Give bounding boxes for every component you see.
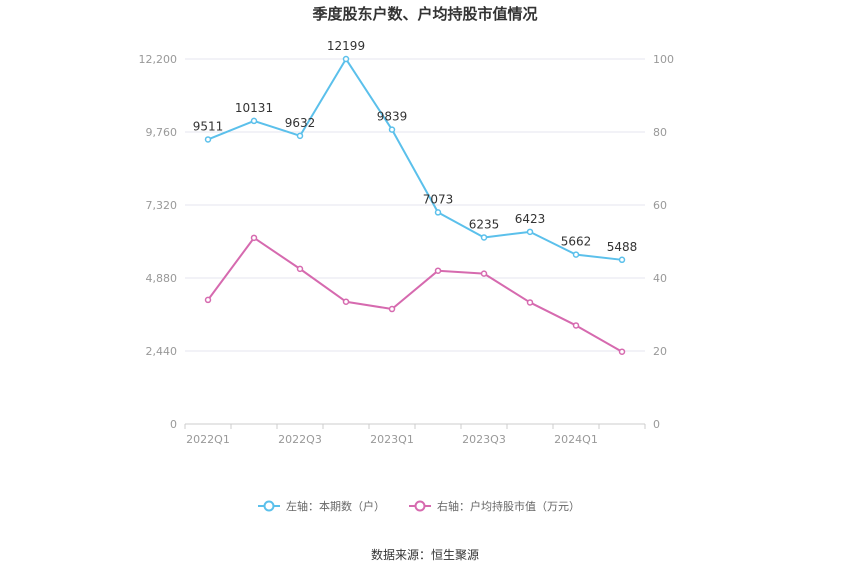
data-point (572, 251, 580, 258)
data-label: 12199 (327, 39, 365, 53)
right-tick-label: 40 (653, 272, 667, 285)
data-point (526, 299, 534, 306)
data-label: 7073 (423, 192, 454, 206)
data-label: 10131 (235, 101, 273, 115)
x-axis-ticks: 2022Q1 2022Q3 2023Q1 2023Q3 2024Q1 (184, 424, 646, 446)
left-tick-label: 9,760 (146, 126, 178, 139)
legend-label: 左轴：本期数（户） (286, 499, 385, 513)
legend-label: 右轴：户均持股市值（万元） (437, 499, 580, 513)
right-tick-label: 60 (653, 199, 667, 212)
right-axis-ticks: 0 20 40 60 80 100 (653, 53, 674, 431)
data-label: 9632 (285, 116, 316, 130)
left-tick-label: 0 (170, 418, 177, 431)
series-line-2 (207, 236, 623, 353)
data-label: 6235 (469, 217, 500, 231)
x-tick-label: 2022Q1 (186, 433, 230, 446)
chart-title: 季度股东户数、户均持股市值情况 (312, 5, 537, 23)
x-tick-label: 2024Q1 (554, 433, 598, 446)
data-point (618, 348, 626, 355)
right-tick-label: 20 (653, 345, 667, 358)
left-tick-label: 2,440 (146, 345, 178, 358)
grid (185, 58, 645, 425)
data-label: 6423 (515, 212, 546, 226)
data-point (296, 132, 304, 140)
right-tick-label: 0 (653, 418, 660, 431)
data-label: 5662 (561, 235, 592, 249)
x-tick-label: 2023Q3 (462, 433, 506, 446)
data-point (388, 305, 396, 313)
data-label: 5488 (607, 240, 638, 254)
data-label: 9511 (193, 119, 224, 133)
legend[interactable]: 左轴：本期数（户） 右轴：户均持股市值（万元） (258, 499, 580, 513)
x-tick-label: 2023Q1 (370, 433, 414, 446)
x-tick-label: 2022Q3 (278, 433, 322, 446)
left-tick-label: 7,320 (146, 199, 178, 212)
data-point (342, 298, 350, 305)
series-layer: 9511 10131 9632 12199 9839 7073 6235 6423 5662 54… (193, 39, 638, 355)
left-tick-label: 12,200 (139, 53, 178, 66)
data-label: 9839 (377, 110, 408, 124)
source-note: 数据来源：恒生聚源 (371, 547, 479, 562)
right-tick-label: 100 (653, 53, 674, 66)
left-tick-label: 4,880 (146, 272, 178, 285)
data-point (342, 55, 350, 63)
data-point (526, 228, 534, 236)
data-point (296, 265, 304, 273)
data-point (204, 136, 212, 143)
data-point (618, 256, 626, 264)
data-point (480, 234, 488, 241)
legend-marker (414, 500, 426, 512)
data-point (204, 296, 212, 304)
data-point (250, 117, 258, 125)
series-line-1 (207, 58, 623, 261)
right-tick-label: 80 (653, 126, 667, 139)
data-point (572, 322, 580, 329)
data-point (434, 209, 442, 216)
data-point (388, 126, 396, 133)
legend-marker (263, 500, 275, 512)
data-point (480, 270, 488, 277)
left-axis-ticks: 0 2,440 4,880 7,320 9,760 12,200 (139, 53, 178, 431)
data-point (434, 267, 442, 274)
data-point (250, 234, 258, 242)
